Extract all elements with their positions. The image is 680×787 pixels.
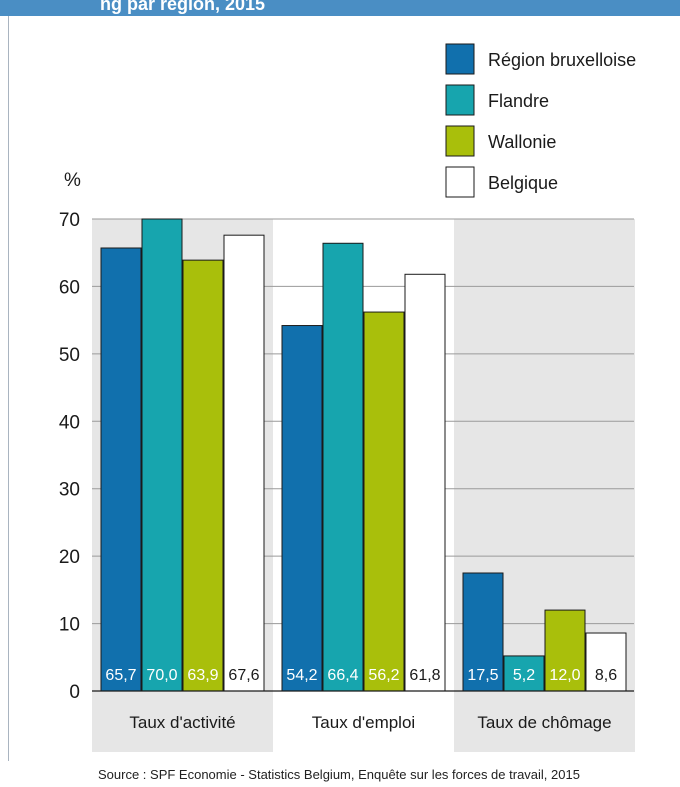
legend-swatch [445,84,475,116]
legend-swatch [445,43,475,75]
chart-panel [8,16,680,761]
bar-value-label: 65,7 [105,667,136,684]
bar-value-label: 54,2 [286,667,317,684]
bar-value-label: 66,4 [327,667,358,684]
x-category-label: Taux d'emploi [312,713,415,732]
legend-entry-label: Wallonie [488,132,556,152]
bar [281,325,323,692]
header-title-fragment: ng par région, 2015 [100,0,266,14]
bar [404,273,446,692]
bar [141,218,183,692]
legend-swatch [445,125,475,157]
bar-value-label: 67,6 [228,667,259,684]
bar [503,655,545,692]
bar [182,259,224,692]
bar-value-label: 12,0 [549,667,580,684]
legend-entry-label: Belgique [488,173,558,193]
header-band: ng par région, 2015 [0,0,680,16]
bar-value-label: 5,2 [513,667,535,684]
bar-value-label: 70,0 [146,667,177,684]
y-tick-label: 50 [59,345,80,366]
bar [462,572,504,692]
legend-swatch [445,166,475,198]
y-tick-label: 20 [59,547,80,568]
x-category-label: Taux de chômage [477,713,611,732]
y-axis-label: % [64,170,81,191]
y-tick-label: 10 [59,615,80,636]
bar [100,247,142,692]
bar [223,234,265,692]
y-tick-label: 40 [59,412,80,433]
bar [363,311,405,692]
bar-value-label: 17,5 [467,667,498,684]
y-tick-label: 60 [59,277,80,298]
bar [585,632,627,692]
bar [322,242,364,692]
source-note: Source : SPF Economie - Statistics Belgi… [98,767,580,782]
y-tick-label: 0 [69,682,80,703]
bar-value-label: 61,8 [409,667,440,684]
y-tick-label: 70 [59,210,80,231]
bar-value-label: 56,2 [368,667,399,684]
y-tick-label: 30 [59,480,80,501]
bar-value-label: 63,9 [187,667,218,684]
legend-entry-label: Flandre [488,91,549,111]
legend-entry-label: Région bruxelloise [488,50,636,70]
bar [544,609,586,692]
x-category-label: Taux d'activité [129,713,235,732]
bar-value-label: 8,6 [595,667,617,684]
